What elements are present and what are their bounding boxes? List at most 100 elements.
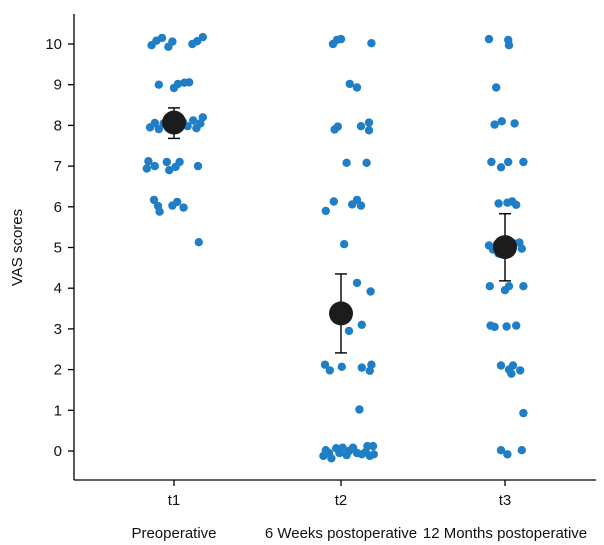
data-point: [504, 41, 514, 50]
data-point: [320, 360, 330, 369]
y-tick-label: 10: [45, 36, 62, 53]
data-point: [179, 203, 188, 212]
x-tick-label: t2: [335, 492, 348, 509]
data-point: [157, 33, 167, 43]
data-point: [507, 369, 516, 378]
data-point: [519, 157, 528, 167]
x-ticks: t1 Preoperative t2 6 Weeks postoperative t3 1…: [131, 480, 587, 542]
data-point: [162, 157, 171, 167]
data-point: [502, 322, 511, 331]
data-point: [175, 157, 184, 167]
data-point: [369, 450, 378, 459]
data-point: [512, 321, 521, 330]
data-point: [325, 366, 334, 375]
data-point: [364, 126, 374, 135]
data-point: [352, 278, 362, 288]
y-tick-label: 5: [54, 240, 62, 257]
data-point: [150, 118, 159, 128]
data-point: [357, 363, 366, 372]
data-point: [364, 118, 374, 127]
data-point: [508, 361, 518, 370]
data-point: [367, 360, 376, 369]
data-point: [490, 322, 499, 332]
data-point: [487, 157, 496, 167]
mean-markers: [162, 107, 517, 354]
data-point: [193, 161, 203, 171]
data-point: [485, 282, 494, 291]
data-point: [484, 34, 494, 44]
data-point: [154, 80, 163, 89]
mean-marker: [493, 235, 517, 260]
data-point: [336, 34, 346, 44]
y-tick-label: 2: [54, 362, 62, 379]
data-point: [154, 124, 163, 134]
data-point: [355, 405, 364, 414]
y-ticks: 0 1 2 3 4 5 6 7 8 9 10: [45, 36, 74, 460]
y-tick-label: 1: [54, 402, 62, 419]
data-point: [503, 450, 512, 459]
data-point: [496, 446, 506, 455]
data-point: [494, 199, 503, 208]
data-point: [165, 166, 174, 175]
data-point: [155, 207, 164, 216]
y-tick-label: 6: [54, 199, 62, 216]
y-tick-label: 0: [54, 443, 62, 460]
y-tick-label: 8: [54, 117, 62, 134]
data-point: [490, 120, 499, 129]
data-point: [198, 32, 207, 42]
data-point: [516, 366, 525, 375]
data-point: [357, 320, 366, 329]
data-point: [142, 164, 151, 173]
data-point: [185, 78, 194, 87]
data-point: [198, 113, 207, 122]
data-point: [189, 116, 198, 125]
data-point: [496, 163, 506, 172]
y-tick-label: 4: [54, 280, 62, 297]
data-point: [150, 161, 159, 171]
data-point: [352, 83, 362, 92]
mean-marker: [162, 110, 186, 135]
mean-marker: [329, 301, 353, 326]
data-point: [329, 197, 338, 206]
y-axis-label: VAS scores: [9, 209, 26, 286]
data-point: [321, 206, 330, 216]
data-point: [340, 240, 349, 249]
data-point: [519, 282, 528, 291]
x-tick-label: t3: [499, 492, 512, 509]
data-point: [356, 201, 366, 210]
data-point: [342, 158, 351, 167]
axes: [73, 14, 596, 481]
data-point: [496, 361, 506, 370]
data-point: [356, 122, 366, 131]
x-category-label: Preoperative: [131, 525, 216, 542]
data-point: [517, 446, 526, 455]
y-tick-label: 7: [54, 158, 62, 175]
data-points: [142, 32, 528, 463]
data-point: [362, 158, 371, 167]
data-point: [519, 408, 528, 418]
data-point: [368, 441, 378, 451]
data-point: [149, 195, 159, 205]
data-point: [344, 326, 354, 336]
data-point: [168, 37, 177, 46]
data-point: [173, 197, 182, 207]
data-point: [338, 443, 347, 452]
data-point: [510, 119, 519, 128]
data-point: [504, 157, 513, 167]
data-point: [337, 362, 346, 371]
data-point: [345, 79, 354, 89]
data-point: [367, 39, 376, 48]
x-category-label: 6 Weeks postoperative: [265, 525, 417, 542]
x-tick-label: t1: [168, 492, 181, 509]
data-point: [330, 125, 339, 134]
data-point: [512, 200, 521, 209]
data-point: [144, 157, 153, 166]
data-point: [517, 244, 526, 253]
data-point: [492, 83, 501, 92]
data-point: [366, 287, 375, 296]
y-tick-label: 3: [54, 321, 62, 338]
data-point: [504, 282, 514, 291]
data-point: [327, 454, 336, 463]
data-point: [497, 117, 506, 126]
